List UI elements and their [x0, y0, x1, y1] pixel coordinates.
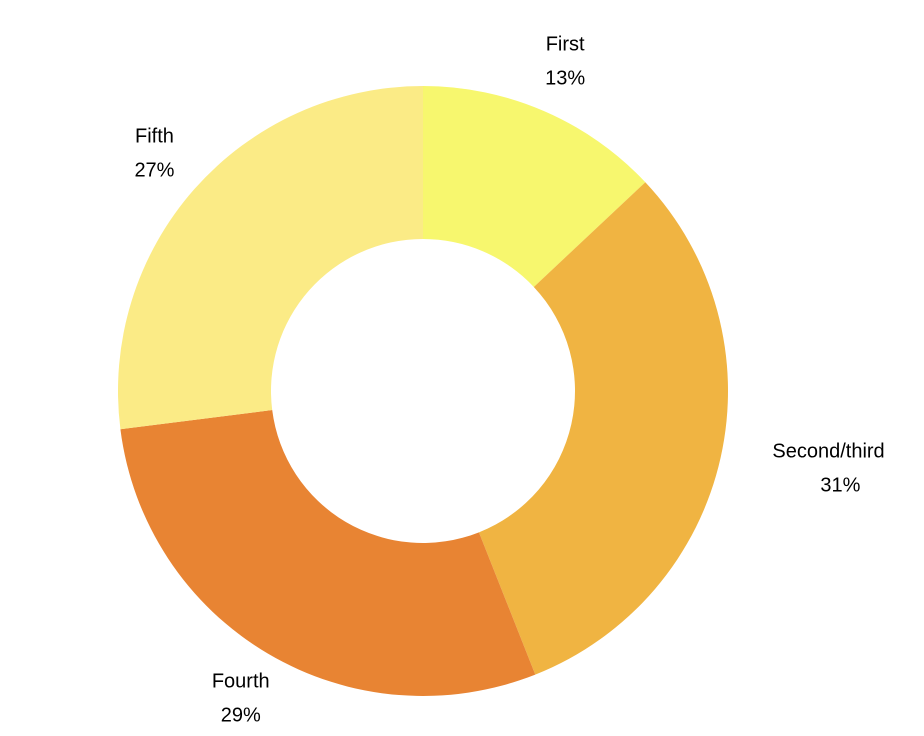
slice-value: 27%: [134, 160, 174, 182]
slice-label: First: [546, 34, 585, 56]
slice-label: Fifth: [135, 126, 174, 148]
slice-label: Second/third: [772, 440, 884, 462]
slice-value: 13%: [545, 68, 585, 90]
slice: [120, 410, 536, 696]
slice-value: 31%: [820, 474, 860, 496]
slice: [118, 86, 424, 430]
slice: [478, 182, 729, 675]
slice: [423, 86, 646, 287]
slice-label: Fourth: [212, 670, 270, 692]
slice-value: 29%: [221, 704, 261, 726]
